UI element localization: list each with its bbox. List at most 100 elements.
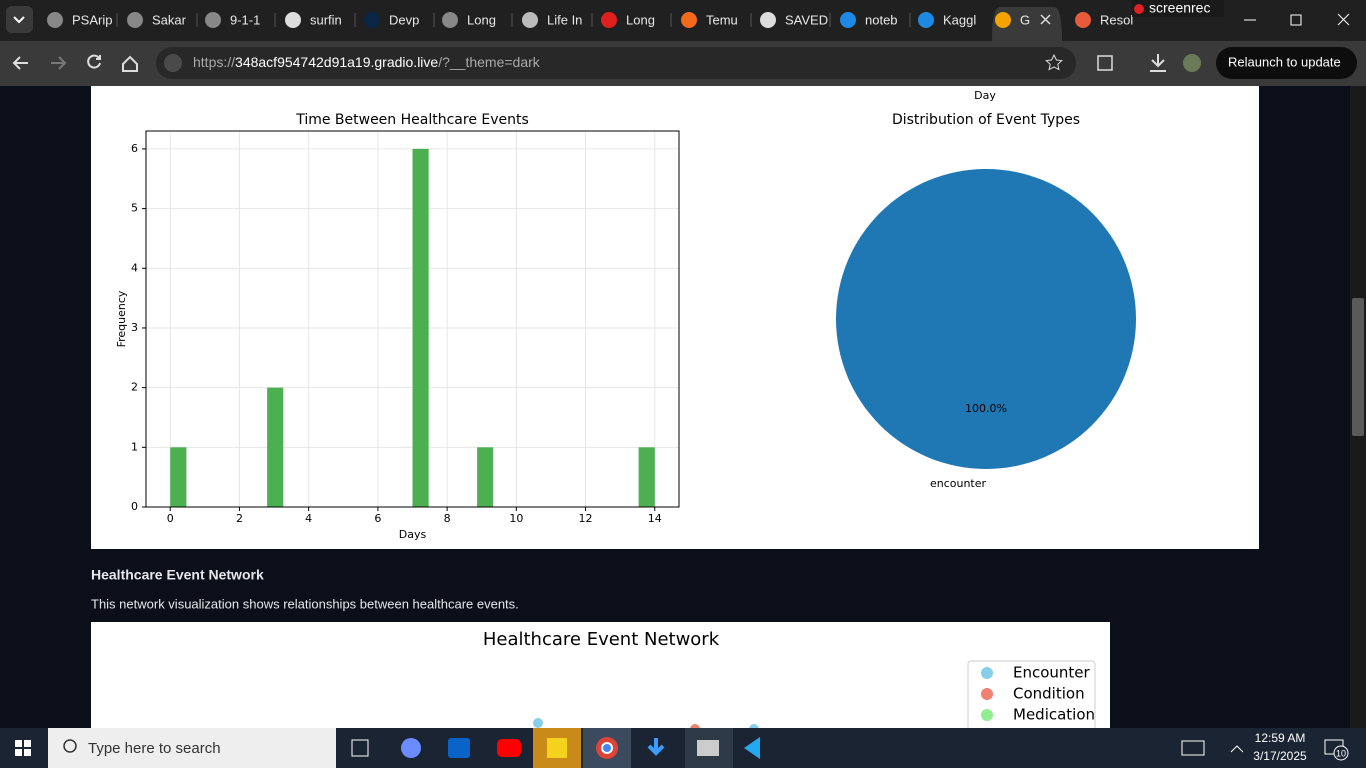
tab-title[interactable]: Life In bbox=[547, 12, 582, 27]
tab-icon bbox=[442, 12, 458, 28]
tray-chevron[interactable] bbox=[1230, 745, 1244, 753]
app-youtube[interactable] bbox=[497, 739, 521, 757]
y-tick-label: 2 bbox=[131, 381, 138, 394]
legend-label[interactable]: Encounter bbox=[1013, 664, 1091, 682]
chrome-icon-center bbox=[601, 742, 613, 754]
tab-icon bbox=[522, 12, 538, 28]
close-button[interactable] bbox=[1337, 13, 1350, 26]
tab-title[interactable]: noteb bbox=[865, 12, 898, 27]
pie-slice bbox=[836, 169, 1136, 469]
legend-swatch bbox=[981, 688, 993, 700]
app-vscode[interactable] bbox=[744, 737, 760, 759]
start-button[interactable] bbox=[24, 749, 31, 756]
legend-label[interactable]: Medication bbox=[1013, 706, 1095, 724]
url-scheme: https:// bbox=[193, 54, 235, 70]
previous-x-label: Day bbox=[974, 89, 996, 102]
pie-value-label: 100.0% bbox=[965, 402, 1007, 415]
scrollbar-thumb[interactable] bbox=[1352, 298, 1364, 436]
tab-close[interactable] bbox=[1040, 14, 1051, 25]
bookmark-star[interactable] bbox=[1045, 53, 1063, 71]
tab-title[interactable]: Sakar bbox=[152, 12, 187, 27]
sticky-icon bbox=[547, 738, 567, 758]
home-button[interactable] bbox=[122, 55, 138, 72]
tab-icon bbox=[840, 12, 856, 28]
x-tick-label: 8 bbox=[444, 512, 451, 525]
tab-title[interactable]: Long bbox=[467, 12, 496, 27]
histogram-bar bbox=[412, 148, 429, 507]
task-view[interactable] bbox=[351, 739, 369, 757]
tab-title[interactable]: Kaggl bbox=[943, 12, 976, 27]
y-tick-label: 1 bbox=[131, 440, 138, 453]
restore-button[interactable] bbox=[1290, 14, 1302, 26]
tab-title[interactable]: PSArip bbox=[72, 12, 112, 27]
url-host: 348acf954742d91a19.gradio.live bbox=[235, 54, 438, 70]
section-heading: Healthcare Event Network bbox=[91, 567, 264, 583]
x-tick-label: 4 bbox=[305, 512, 312, 525]
y-tick-label: 5 bbox=[131, 202, 138, 215]
tab-icon bbox=[681, 12, 697, 28]
tab-title[interactable]: surfin bbox=[310, 12, 342, 27]
app-downloads[interactable] bbox=[647, 738, 665, 756]
x-tick-label: 6 bbox=[374, 512, 381, 525]
start-button[interactable] bbox=[15, 749, 22, 756]
tab-title[interactable]: Long bbox=[626, 12, 655, 27]
tab-title[interactable]: G bbox=[1020, 12, 1030, 27]
relaunch-button[interactable] bbox=[1216, 47, 1357, 79]
histogram-bar bbox=[638, 447, 655, 507]
address-bar[interactable] bbox=[156, 47, 1076, 79]
tab-search-button[interactable] bbox=[6, 6, 33, 33]
notification-count: 10 bbox=[1336, 748, 1346, 758]
tab-title[interactable]: SAVED bbox=[785, 12, 828, 27]
tab-title[interactable]: Resol bbox=[1100, 12, 1133, 27]
start-button[interactable] bbox=[15, 740, 22, 747]
extensions-button[interactable] bbox=[1097, 55, 1113, 71]
tab-icon bbox=[918, 12, 934, 28]
tab-title[interactable]: Temu bbox=[706, 12, 738, 27]
tab-title[interactable]: 9-1-1 bbox=[230, 12, 260, 27]
site-info-icon[interactable] bbox=[164, 54, 182, 72]
reload-button[interactable] bbox=[87, 54, 101, 69]
tray-keyboard[interactable] bbox=[1181, 740, 1205, 756]
clock-date[interactable]: 3/17/2025 bbox=[1253, 749, 1307, 763]
clock-time[interactable]: 12:59 AM bbox=[1255, 731, 1306, 745]
tab-icon bbox=[364, 12, 380, 28]
y-tick-label: 4 bbox=[131, 261, 138, 274]
x-tick-label: 0 bbox=[167, 512, 174, 525]
tab-icon bbox=[601, 12, 617, 28]
legend-label[interactable]: Condition bbox=[1013, 685, 1085, 703]
url[interactable]: https://348acf954742d91a19.gradio.live/?… bbox=[193, 54, 541, 70]
plot-frame bbox=[145, 130, 680, 508]
y-axis-label: Frequency bbox=[115, 290, 128, 347]
tab-title[interactable]: Devp bbox=[389, 12, 419, 27]
chart-title: Distribution of Event Types bbox=[892, 112, 1080, 128]
app-copilot[interactable] bbox=[401, 738, 421, 758]
tab-icon bbox=[205, 12, 221, 28]
chevron-icon bbox=[13, 16, 25, 24]
x-tick-label: 10 bbox=[509, 512, 523, 525]
app-outlook[interactable] bbox=[448, 738, 470, 758]
recorder-badge bbox=[1132, 0, 1224, 17]
tab-icon bbox=[1075, 12, 1091, 28]
notification-badge bbox=[1333, 745, 1349, 761]
content: Day Healthcare Event Network This networ… bbox=[91, 86, 1259, 734]
histogram-bar bbox=[267, 387, 284, 507]
relaunch-label: Relaunch to update bbox=[1228, 54, 1341, 69]
histogram-bar bbox=[170, 447, 187, 507]
profile-avatar[interactable] bbox=[1183, 54, 1201, 72]
search-placeholder: Type here to search bbox=[88, 740, 221, 757]
back-button[interactable] bbox=[12, 56, 28, 70]
tab-icon bbox=[127, 12, 143, 28]
chart-title: Time Between Healthcare Events bbox=[295, 112, 529, 128]
network-panel bbox=[91, 622, 1110, 732]
y-tick-label: 0 bbox=[131, 500, 138, 513]
search-box[interactable] bbox=[48, 728, 336, 768]
forward-button bbox=[51, 56, 67, 70]
x-tick-label: 14 bbox=[648, 512, 662, 525]
downloads-button[interactable] bbox=[1150, 54, 1166, 72]
pie-category-label: encounter bbox=[930, 477, 987, 490]
network-node bbox=[533, 718, 543, 728]
start-button[interactable] bbox=[24, 740, 31, 747]
